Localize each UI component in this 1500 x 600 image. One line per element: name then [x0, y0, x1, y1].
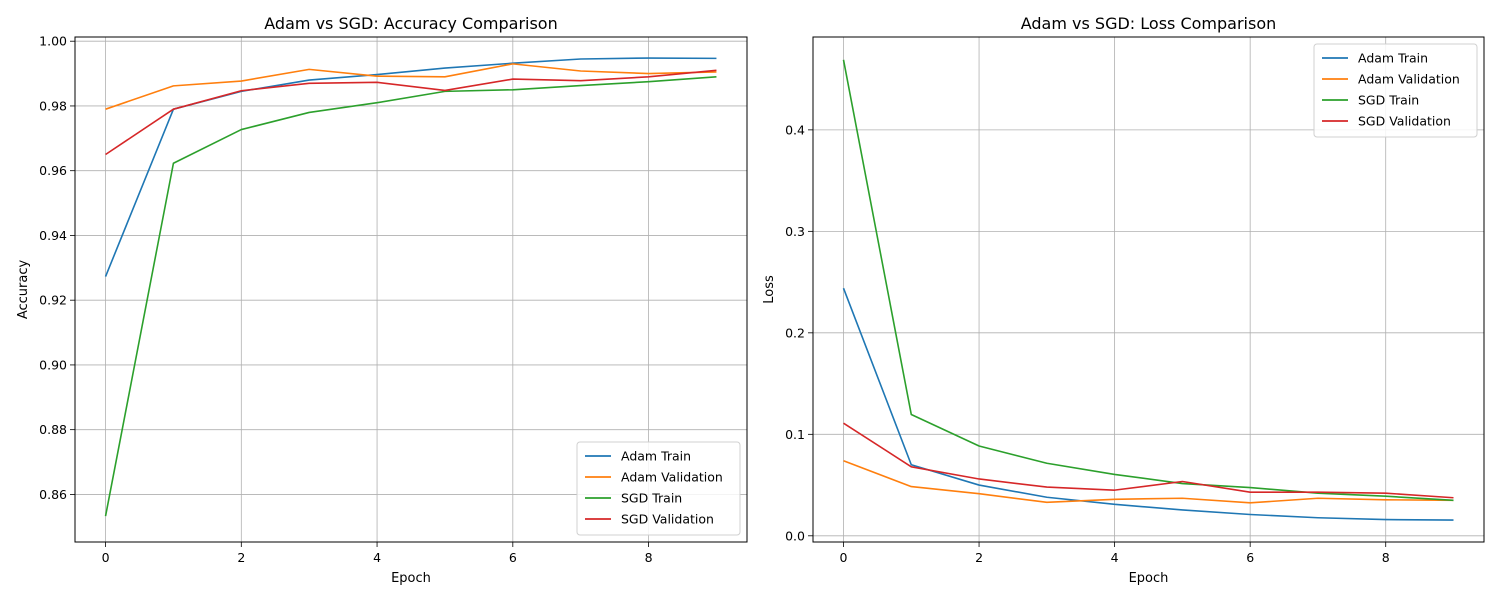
accuracy-y-tick-label: 1.00	[39, 34, 67, 49]
accuracy-x-tick-label: 8	[645, 550, 653, 565]
loss-legend-box	[1313, 43, 1478, 138]
loss-x-tick-label: 4	[1111, 550, 1119, 565]
accuracy-x-tick-label: 0	[102, 550, 110, 565]
loss-y-tick-label: 0.3	[785, 224, 805, 239]
loss-chart-title: Adam vs SGD: Loss Comparison	[1021, 14, 1277, 33]
loss-series-sgd-validation	[843, 422, 1454, 499]
accuracy-x-axis-label: Epoch	[391, 571, 431, 586]
accuracy-legend: Adam Train Adam Validation SGD Train SGD Va…	[576, 441, 741, 536]
loss-legend-label-adam-validation: Adam Validation	[1358, 72, 1460, 87]
loss-x-tick-label: 8	[1382, 550, 1390, 565]
accuracy-y-tick-label: 0.96	[39, 163, 67, 178]
accuracy-series-sgd-validation	[105, 69, 717, 156]
loss-y-tick-label: 0.2	[785, 325, 805, 340]
accuracy-y-tick-label: 0.90	[39, 357, 67, 372]
loss-legend: Adam Train Adam Validation SGD Train SGD Va…	[1313, 43, 1478, 138]
accuracy-y-tick-label: 0.98	[39, 98, 67, 113]
loss-legend-label-adam-train: Adam Train	[1358, 51, 1428, 66]
loss-x-axis-label: Epoch	[1129, 571, 1169, 586]
loss-y-tick-label: 0.0	[785, 528, 805, 543]
accuracy-chart: 0 2 4 6 8 0.86 0.88 0.90 0.92 0.94 0.96 0.98 1.00 Ad…	[16, 14, 748, 586]
loss-legend-label-sgd-validation: SGD Validation	[1358, 114, 1451, 129]
accuracy-y-axis-label: Accuracy	[16, 260, 31, 320]
accuracy-legend-label-sgd-validation: SGD Validation	[621, 512, 714, 527]
loss-y-axis-label: Loss	[762, 275, 777, 304]
accuracy-legend-label-adam-validation: Adam Validation	[621, 470, 723, 485]
accuracy-series-adam-validation	[105, 63, 717, 110]
loss-x-tick-label: 6	[1246, 550, 1254, 565]
loss-y-tick-label: 0.1	[785, 427, 805, 442]
accuracy-legend-label-adam-train: Adam Train	[621, 449, 691, 464]
loss-series-adam-train	[842, 287, 1454, 521]
accuracy-y-tick-label: 0.94	[39, 228, 67, 243]
loss-y-tick-label: 0.4	[785, 122, 805, 137]
loss-x-tick-label: 0	[840, 550, 848, 565]
accuracy-plot-frame	[74, 36, 748, 543]
loss-x-tick-label: 2	[975, 550, 983, 565]
loss-legend-label-sgd-train: SGD Train	[1358, 93, 1419, 108]
accuracy-y-tick-label: 0.86	[39, 487, 67, 502]
accuracy-legend-label-sgd-train: SGD Train	[621, 491, 682, 506]
loss-plot-frame	[812, 36, 1485, 543]
accuracy-x-tick-label: 4	[373, 550, 381, 565]
accuracy-legend-box	[576, 441, 741, 536]
accuracy-x-tick-label: 6	[509, 550, 517, 565]
accuracy-y-tick-label: 0.92	[39, 293, 67, 308]
loss-series-sgd-train	[842, 59, 1454, 502]
accuracy-chart-title: Adam vs SGD: Accuracy Comparison	[264, 14, 557, 33]
accuracy-series-sgd-train	[104, 76, 717, 517]
loss-chart: 0 2 4 6 8 0.0 0.1 0.2 0.3 0.4 Adam vs SGD: Loss C…	[762, 14, 1485, 586]
accuracy-x-tick-label: 2	[237, 550, 245, 565]
accuracy-y-tick-label: 0.88	[39, 422, 67, 437]
loss-series-adam-validation	[843, 459, 1454, 504]
